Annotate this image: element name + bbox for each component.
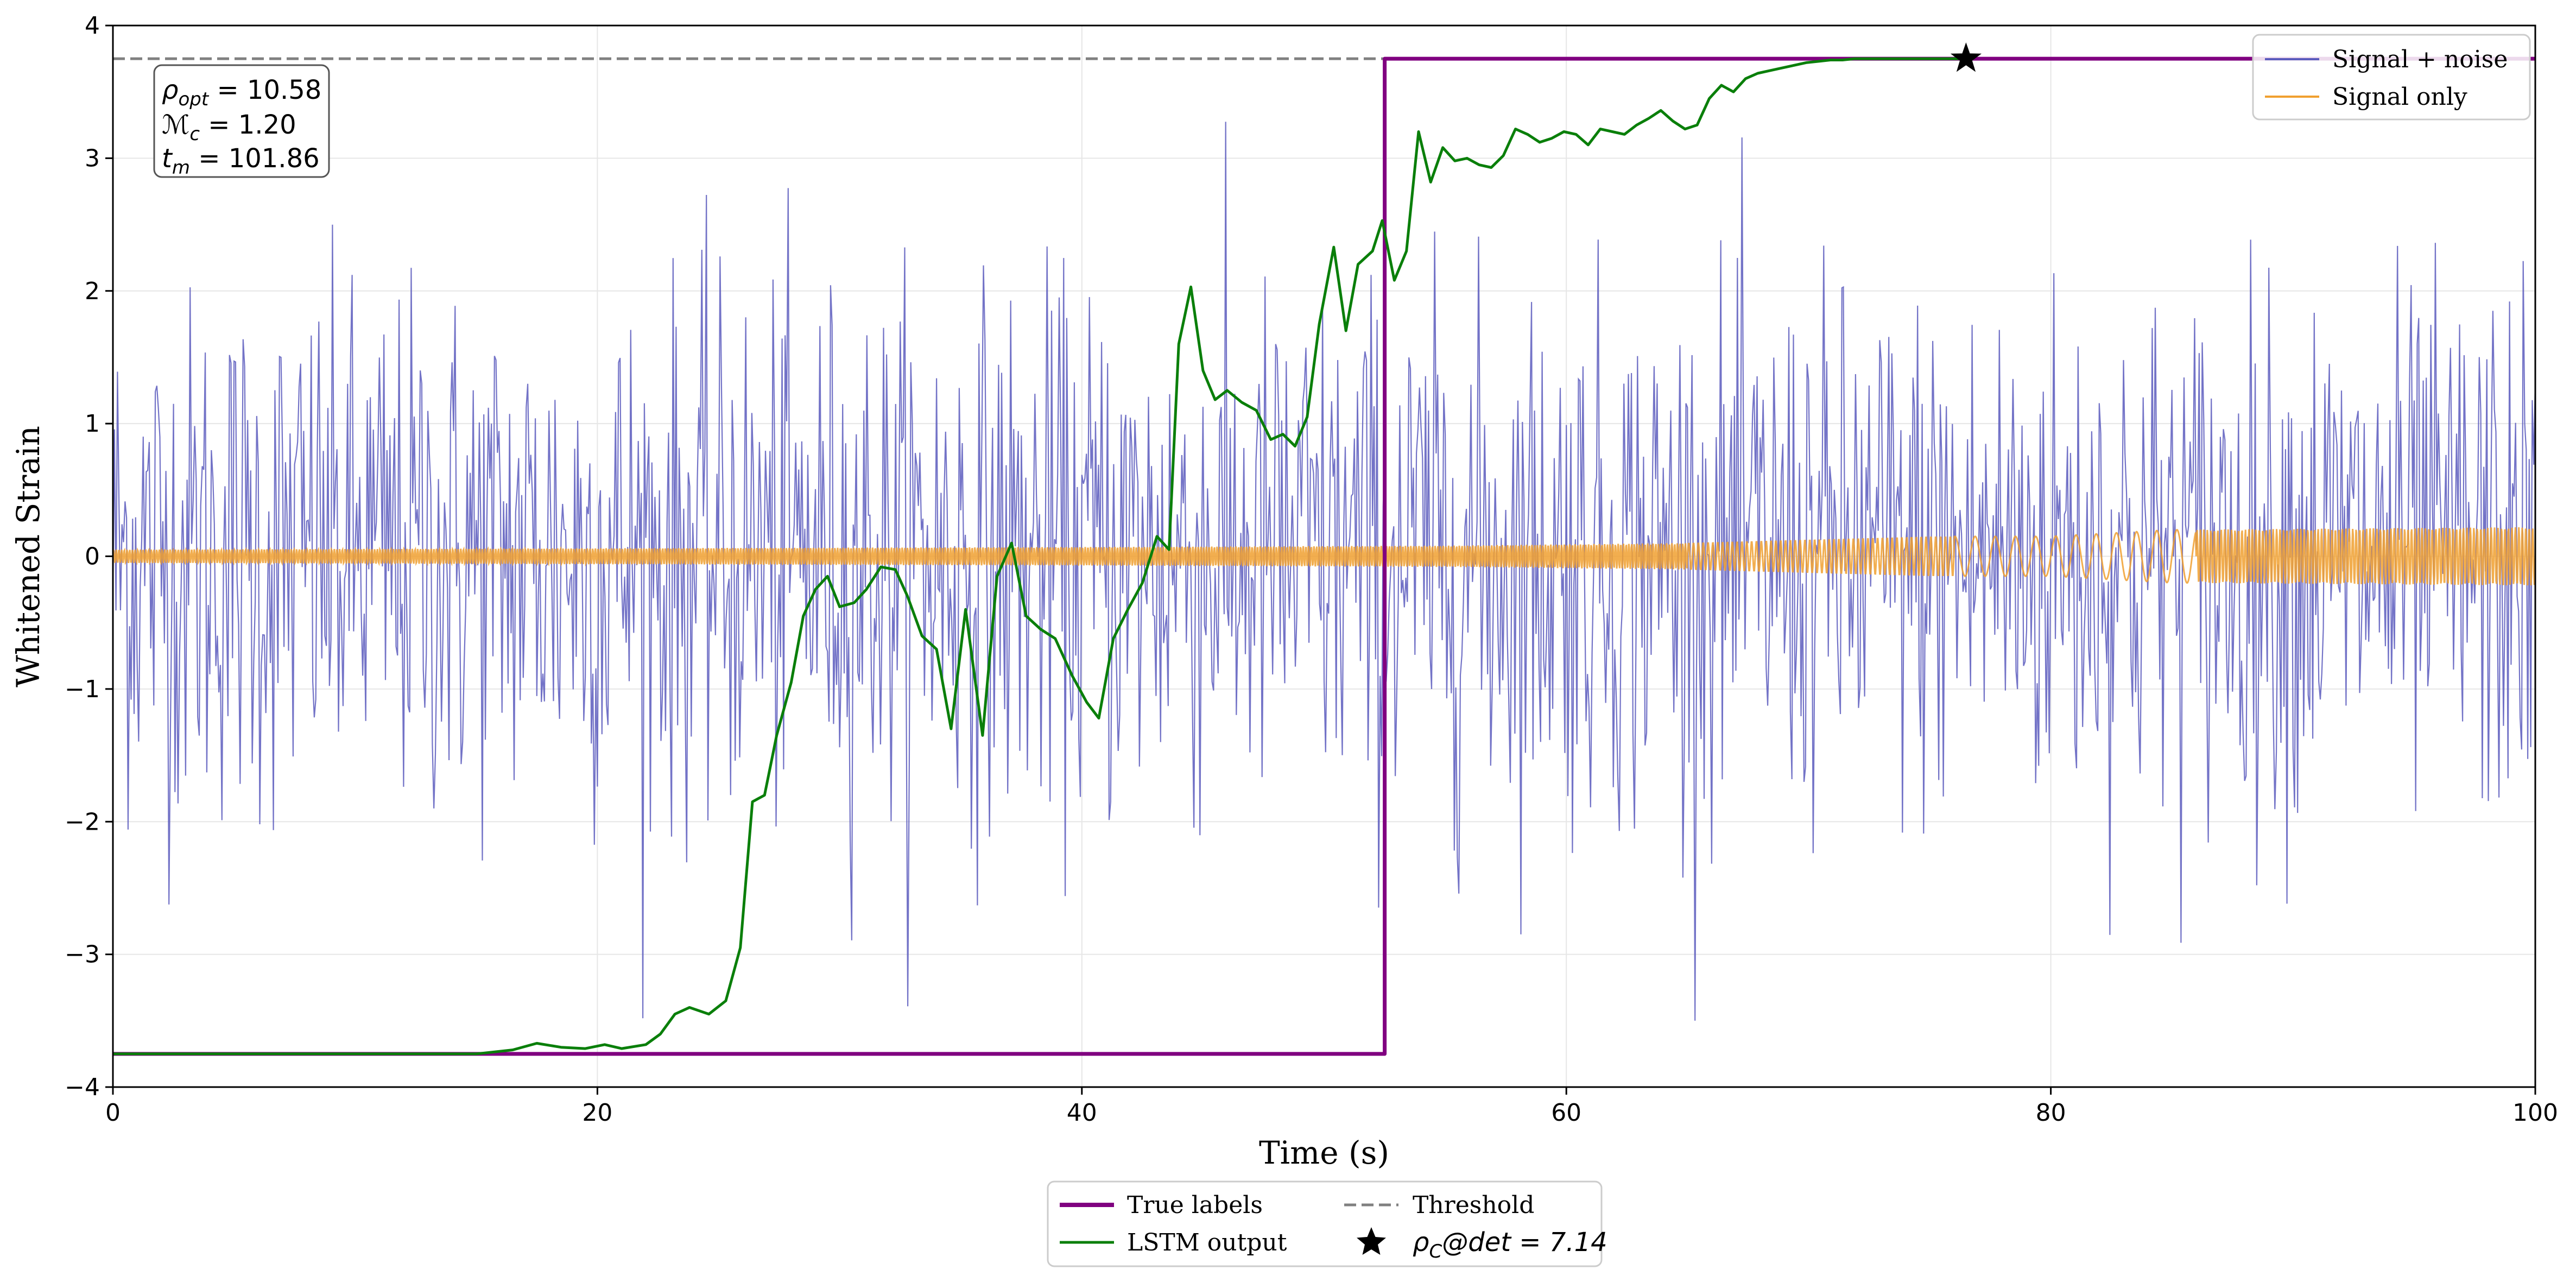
legend-signal-label: Signal only — [2332, 83, 2467, 111]
x-tick-label: 100 — [2512, 1099, 2558, 1127]
y-tick-label: 2 — [85, 277, 100, 305]
x-tick-label: 0 — [105, 1099, 121, 1127]
chirp-mass-label: ℳc = 1.20 — [162, 110, 296, 145]
x-tick-label: 40 — [1067, 1099, 1097, 1127]
parameter-annotation: ρopt = 10.58 ℳc = 1.20 tm = 101.86 — [153, 64, 330, 179]
legend-lstm-label: LSTM output — [1127, 1229, 1287, 1256]
y-tick-label: −1 — [65, 675, 100, 703]
y-tick-label: −3 — [65, 941, 100, 969]
x-tick-label: 80 — [2036, 1099, 2066, 1127]
y-tick-label: −2 — [65, 808, 100, 836]
y-tick-label: 1 — [85, 410, 100, 438]
legend-upper-box — [2252, 34, 2531, 121]
legend-star-icon — [1357, 1227, 1386, 1255]
signal-plus-noise-trace — [112, 122, 2536, 1021]
x-axis-title: Time (s) — [1259, 1134, 1389, 1171]
annotation-box — [153, 64, 330, 178]
legend-noise-label: Signal + noise — [2332, 46, 2508, 73]
signal-only-trace — [112, 527, 2536, 586]
y-tick-label: 0 — [85, 543, 100, 571]
legend-lower-box — [1047, 1180, 1603, 1267]
legend-threshold-label: Threshold — [1413, 1191, 1534, 1219]
detection-star-icon — [1950, 42, 1982, 72]
legend-true-labels-label: True labels — [1127, 1191, 1263, 1219]
x-tick-label: 20 — [582, 1099, 612, 1127]
legend-detection-label: ρC@det = 7.14 — [1413, 1227, 1607, 1262]
y-tick-label: 4 — [85, 12, 100, 40]
y-axis-title: Whitened Strain — [10, 426, 47, 687]
plot-traces — [112, 42, 2536, 1056]
legend-upper: Signal + noise Signal only — [2252, 34, 2531, 121]
y-tick-label: −4 — [65, 1073, 100, 1101]
legend-lower: True labels LSTM output Threshold ρC@det… — [1047, 1180, 1607, 1267]
x-tick-label: 60 — [1551, 1099, 1581, 1127]
lstm-output-line — [113, 57, 1966, 1056]
y-tick-label: 3 — [85, 144, 100, 172]
rho-opt-label: ρopt = 10.58 — [162, 75, 321, 110]
merger-time-label: tm = 101.86 — [162, 143, 320, 179]
axis-ticks: 0 20 40 60 80 100 −4 −3 −2 −1 0 1 2 3 4 — [65, 12, 2558, 1127]
